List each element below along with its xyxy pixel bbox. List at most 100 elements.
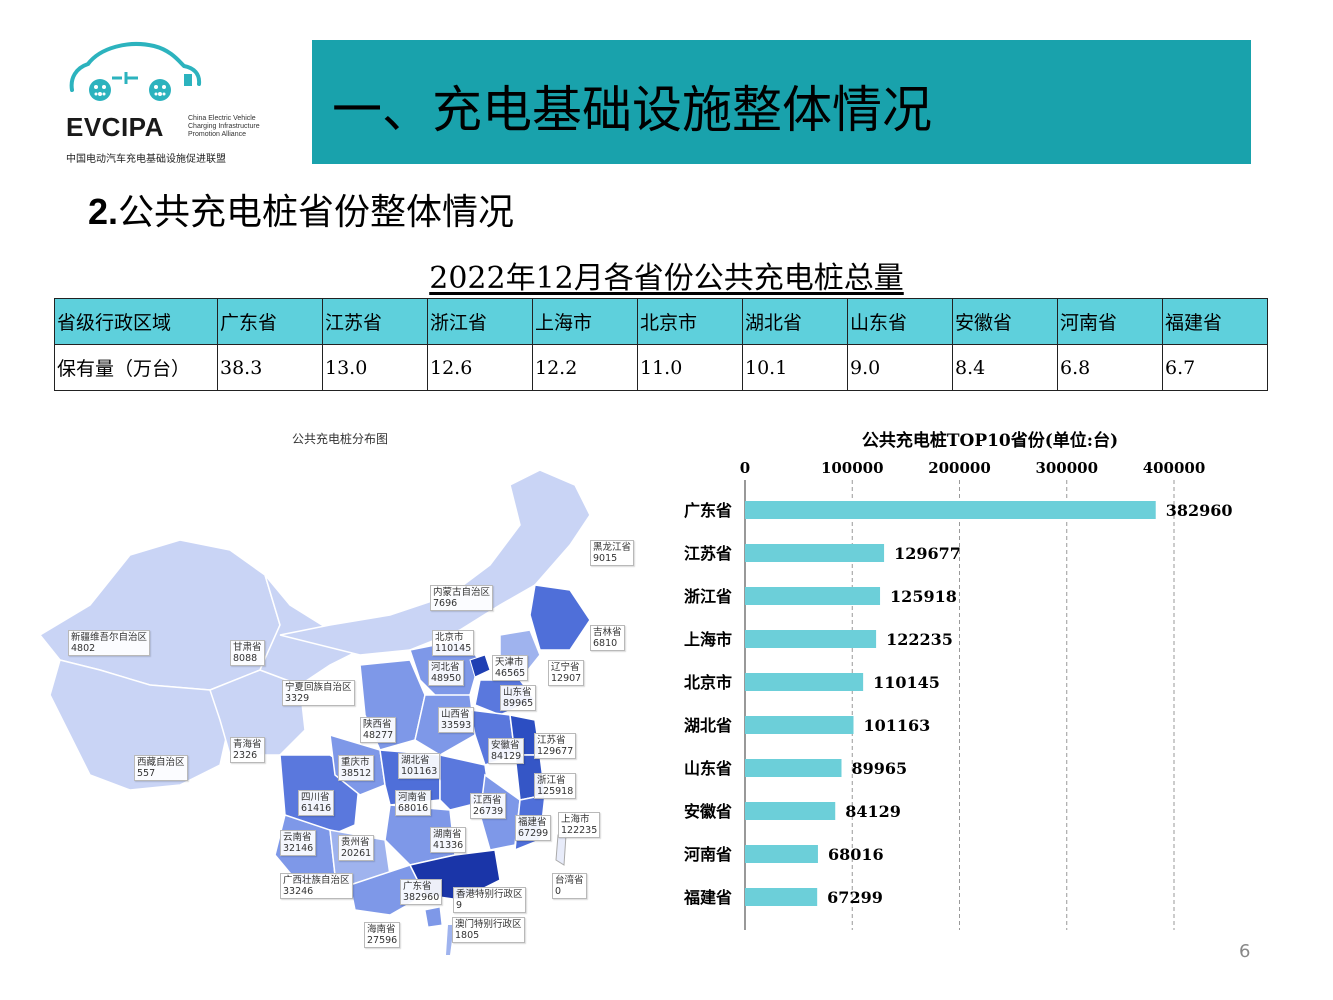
map-label-value: 67299 — [518, 828, 549, 839]
map-label-value: 46565 — [495, 668, 526, 679]
evcipa-logo: EVCIPA China Electric Vehicle Charging I… — [60, 38, 280, 166]
table-cell: 12.2 — [532, 344, 638, 391]
data-label: 382960 — [1166, 501, 1233, 520]
map-label: 广西壮族自治区 33246 — [280, 873, 353, 899]
map-label-name: 河南省 — [398, 792, 427, 803]
map-label-name: 广西壮族自治区 — [283, 875, 350, 886]
map-label-name: 澳门特别行政区 — [455, 919, 522, 930]
table-cell: 13.0 — [322, 344, 428, 391]
data-label: 129677 — [894, 544, 961, 563]
table-cell: 6.7 — [1162, 344, 1268, 391]
logo-chinese-name: 中国电动汽车充电基础设施促进联盟 — [66, 154, 226, 165]
map-label-name: 黑龙江省 — [593, 542, 632, 553]
y-tick-label: 上海市 — [684, 630, 732, 649]
map-label: 台湾省 0 — [552, 873, 587, 899]
map-label: 海南省 27596 — [364, 922, 401, 948]
bar — [745, 802, 836, 820]
data-label: 84129 — [845, 802, 901, 821]
map-label: 重庆市 38512 — [338, 755, 375, 781]
map-label-name: 湖北省 — [401, 755, 430, 766]
map-label-name: 贵州省 — [341, 837, 370, 848]
map-label-name: 浙江省 — [537, 775, 566, 786]
map-label: 甘肃省 8088 — [230, 640, 265, 666]
map-label-name: 广东省 — [403, 881, 432, 892]
map-label-name: 陕西省 — [363, 719, 392, 730]
map-label-value: 41336 — [433, 840, 464, 851]
table-cell: 11.0 — [637, 344, 743, 391]
top10-bar-chart: 0 100000 200000 300000 400000 广东省 382960 江苏省 129… — [683, 459, 1233, 930]
map-label: 陕西省 48277 — [360, 717, 397, 743]
bar — [745, 716, 854, 734]
bar — [745, 544, 885, 562]
data-label: 110145 — [873, 673, 940, 692]
map-label: 宁夏回族自治区 3329 — [282, 680, 355, 706]
map-label-value: 2326 — [233, 750, 258, 761]
map-title: 公共充电桩分布图 — [292, 432, 389, 446]
table-header-cell: 广东省 — [217, 298, 323, 345]
map-label-name: 重庆市 — [341, 757, 370, 768]
map-label-name: 香港特别行政区 — [456, 889, 523, 900]
map-label-name: 山东省 — [503, 687, 532, 698]
x-tick-label: 400000 — [1143, 459, 1206, 477]
map-label-value: 26739 — [473, 806, 504, 817]
table-cell: 9.0 — [847, 344, 953, 391]
map-label: 新疆维吾尔自治区 4802 — [68, 630, 151, 656]
map-label-value: 557 — [137, 768, 156, 779]
map-label-value: 12907 — [551, 673, 582, 684]
table-value-row: 保有量（万台） 38.3 13.0 12.6 12.2 11.0 10.1 9.… — [54, 344, 1268, 391]
table-cell: 10.1 — [742, 344, 848, 391]
map-label: 辽宁省 12907 — [548, 660, 585, 686]
map-label-value: 38512 — [341, 768, 372, 779]
table-row-label: 保有量（万台） — [54, 344, 218, 391]
map-label-value: 382960 — [403, 892, 440, 903]
y-tick-label: 河南省 — [684, 845, 732, 864]
chart-title: 公共充电桩TOP10省份(单位:台) — [861, 431, 1119, 451]
map-label-value: 48277 — [363, 730, 394, 741]
map-label: 山东省 89965 — [500, 685, 537, 711]
table-header-cell: 安徽省 — [952, 298, 1058, 345]
y-tick-label: 广东省 — [684, 501, 732, 520]
map-label-value: 61416 — [301, 803, 332, 814]
map-label-name: 西藏自治区 — [137, 757, 185, 768]
map-label-name: 四川省 — [301, 792, 330, 803]
map-label-value: 9015 — [593, 553, 618, 564]
map-label-value: 20261 — [341, 848, 372, 859]
map-label-value: 68016 — [398, 803, 429, 814]
map-label-value: 27596 — [367, 935, 398, 946]
map-label-name: 福建省 — [518, 817, 547, 828]
table-header-cell: 江苏省 — [322, 298, 428, 345]
table-cell: 6.8 — [1057, 344, 1163, 391]
map-label-value: 122235 — [561, 825, 598, 836]
map-label-value: 33246 — [283, 886, 314, 897]
map-label: 上海市 122235 — [558, 812, 601, 838]
map-label-name: 甘肃省 — [233, 642, 262, 653]
map-label-value: 89965 — [503, 698, 534, 709]
page-number: 6 — [1239, 941, 1251, 962]
map-label-value: 32146 — [283, 843, 314, 854]
map-label-name: 河北省 — [431, 662, 460, 673]
table-header-cell: 福建省 — [1162, 298, 1268, 345]
map-label-value: 7696 — [433, 598, 458, 609]
map-label-name: 云南省 — [283, 832, 312, 843]
map-label: 吉林省 6810 — [590, 625, 625, 651]
x-tick-label: 300000 — [1035, 459, 1098, 477]
y-tick-label: 湖北省 — [684, 716, 732, 735]
y-tick-label: 山东省 — [684, 759, 732, 778]
table-row-label: 省级行政区域 — [54, 298, 218, 345]
data-label: 122235 — [886, 630, 953, 649]
map-label-value: 125918 — [537, 786, 574, 797]
province-table: 省级行政区域 广东省 江苏省 浙江省 上海市 北京市 湖北省 山东省 安徽省 河… — [54, 298, 1268, 391]
map-label: 江西省 26739 — [470, 793, 507, 819]
table-header-row: 省级行政区域 广东省 江苏省 浙江省 上海市 北京市 湖北省 山东省 安徽省 河… — [54, 298, 1268, 345]
map-label: 天津市 46565 — [492, 655, 529, 681]
map-label-name: 青海省 — [233, 739, 262, 750]
map-label-name: 江苏省 — [537, 735, 566, 746]
map-label: 福建省 67299 — [515, 815, 552, 841]
map-label: 湖南省 41336 — [430, 827, 467, 853]
y-tick-label: 福建省 — [683, 888, 732, 907]
map-label: 云南省 32146 — [280, 830, 317, 856]
map-label-name: 天津市 — [495, 657, 524, 668]
map-label: 青海省 2326 — [230, 737, 265, 763]
map-label-value: 48950 — [431, 673, 462, 684]
map-label-name: 上海市 — [561, 814, 590, 825]
